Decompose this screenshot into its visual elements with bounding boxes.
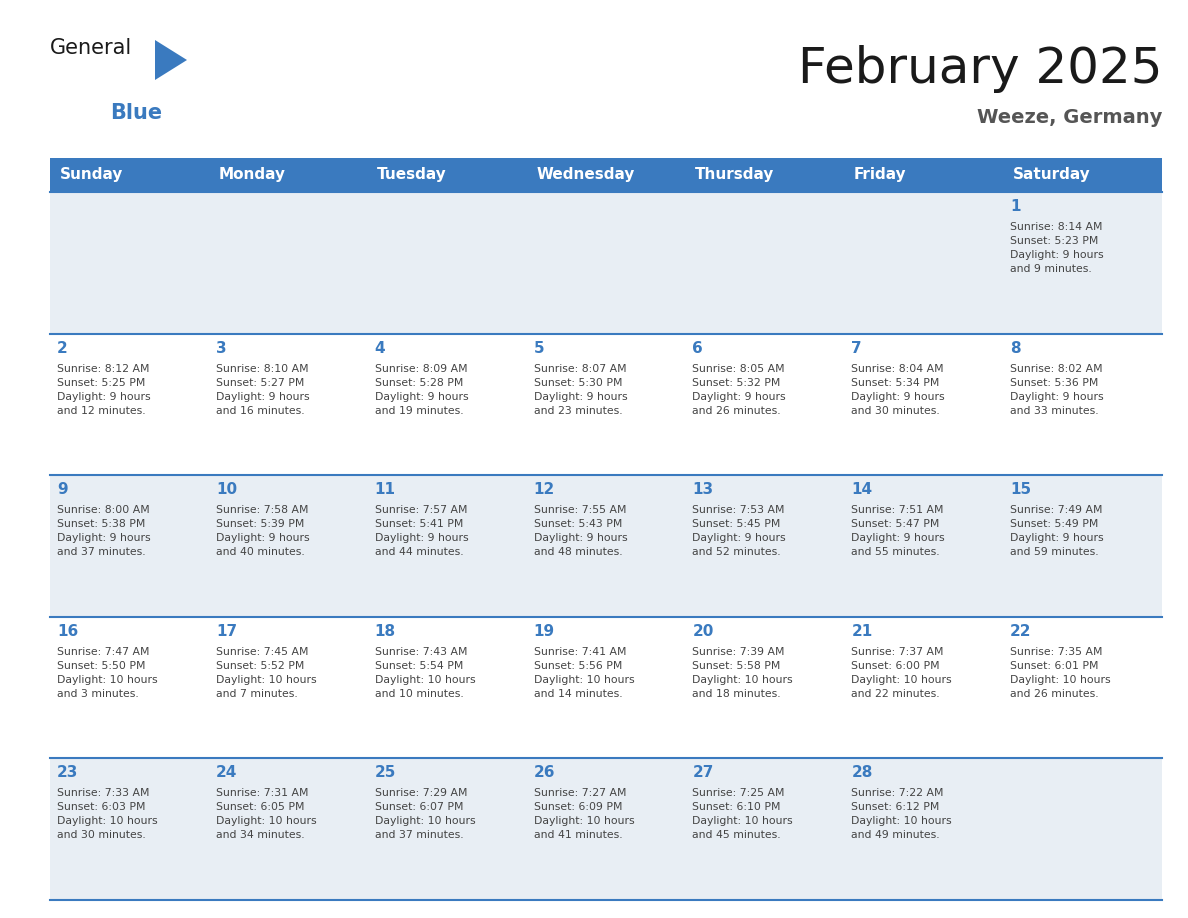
Text: Sunrise: 8:00 AM
Sunset: 5:38 PM
Daylight: 9 hours
and 37 minutes.: Sunrise: 8:00 AM Sunset: 5:38 PM Dayligh…	[57, 505, 151, 557]
Text: Sunrise: 7:43 AM
Sunset: 5:54 PM
Daylight: 10 hours
and 10 minutes.: Sunrise: 7:43 AM Sunset: 5:54 PM Dayligh…	[374, 647, 475, 699]
Text: Sunrise: 7:55 AM
Sunset: 5:43 PM
Daylight: 9 hours
and 48 minutes.: Sunrise: 7:55 AM Sunset: 5:43 PM Dayligh…	[533, 505, 627, 557]
Text: February 2025: February 2025	[797, 45, 1162, 93]
Text: 6: 6	[693, 341, 703, 355]
Bar	[50, 333, 1162, 476]
Text: 24: 24	[216, 766, 238, 780]
Text: Sunrise: 7:35 AM
Sunset: 6:01 PM
Daylight: 10 hours
and 26 minutes.: Sunrise: 7:35 AM Sunset: 6:01 PM Dayligh…	[1010, 647, 1111, 699]
Text: Sunrise: 7:39 AM
Sunset: 5:58 PM
Daylight: 10 hours
and 18 minutes.: Sunrise: 7:39 AM Sunset: 5:58 PM Dayligh…	[693, 647, 794, 699]
Bar	[50, 617, 1162, 758]
Text: 4: 4	[374, 341, 385, 355]
Text: Sunrise: 8:05 AM
Sunset: 5:32 PM
Daylight: 9 hours
and 26 minutes.: Sunrise: 8:05 AM Sunset: 5:32 PM Dayligh…	[693, 364, 786, 416]
Text: Sunrise: 7:29 AM
Sunset: 6:07 PM
Daylight: 10 hours
and 37 minutes.: Sunrise: 7:29 AM Sunset: 6:07 PM Dayligh…	[374, 789, 475, 840]
Text: Sunrise: 7:33 AM
Sunset: 6:03 PM
Daylight: 10 hours
and 30 minutes.: Sunrise: 7:33 AM Sunset: 6:03 PM Dayligh…	[57, 789, 158, 840]
Text: Sunrise: 8:12 AM
Sunset: 5:25 PM
Daylight: 9 hours
and 12 minutes.: Sunrise: 8:12 AM Sunset: 5:25 PM Dayligh…	[57, 364, 151, 416]
Text: Sunrise: 7:27 AM
Sunset: 6:09 PM
Daylight: 10 hours
and 41 minutes.: Sunrise: 7:27 AM Sunset: 6:09 PM Dayligh…	[533, 789, 634, 840]
Text: Sunrise: 8:07 AM
Sunset: 5:30 PM
Daylight: 9 hours
and 23 minutes.: Sunrise: 8:07 AM Sunset: 5:30 PM Dayligh…	[533, 364, 627, 416]
Text: Sunrise: 7:31 AM
Sunset: 6:05 PM
Daylight: 10 hours
and 34 minutes.: Sunrise: 7:31 AM Sunset: 6:05 PM Dayligh…	[216, 789, 316, 840]
Text: Wednesday: Wednesday	[536, 167, 634, 183]
Text: Tuesday: Tuesday	[378, 167, 447, 183]
Text: 10: 10	[216, 482, 236, 498]
Text: Sunrise: 7:37 AM
Sunset: 6:00 PM
Daylight: 10 hours
and 22 minutes.: Sunrise: 7:37 AM Sunset: 6:00 PM Dayligh…	[852, 647, 952, 699]
Text: 5: 5	[533, 341, 544, 355]
Text: Sunrise: 8:09 AM
Sunset: 5:28 PM
Daylight: 9 hours
and 19 minutes.: Sunrise: 8:09 AM Sunset: 5:28 PM Dayligh…	[374, 364, 468, 416]
Text: 13: 13	[693, 482, 714, 498]
Text: 18: 18	[374, 624, 396, 639]
Text: Sunrise: 8:10 AM
Sunset: 5:27 PM
Daylight: 9 hours
and 16 minutes.: Sunrise: 8:10 AM Sunset: 5:27 PM Dayligh…	[216, 364, 310, 416]
Text: Sunrise: 8:14 AM
Sunset: 5:23 PM
Daylight: 9 hours
and 9 minutes.: Sunrise: 8:14 AM Sunset: 5:23 PM Dayligh…	[1010, 222, 1104, 274]
Text: 25: 25	[374, 766, 396, 780]
Text: Thursday: Thursday	[695, 167, 775, 183]
Text: General: General	[50, 38, 132, 58]
Text: Sunrise: 7:45 AM
Sunset: 5:52 PM
Daylight: 10 hours
and 7 minutes.: Sunrise: 7:45 AM Sunset: 5:52 PM Dayligh…	[216, 647, 316, 699]
Bar	[50, 758, 1162, 900]
Text: 7: 7	[852, 341, 862, 355]
Text: Sunrise: 7:51 AM
Sunset: 5:47 PM
Daylight: 9 hours
and 55 minutes.: Sunrise: 7:51 AM Sunset: 5:47 PM Dayligh…	[852, 505, 944, 557]
Text: 27: 27	[693, 766, 714, 780]
Text: Sunrise: 7:22 AM
Sunset: 6:12 PM
Daylight: 10 hours
and 49 minutes.: Sunrise: 7:22 AM Sunset: 6:12 PM Dayligh…	[852, 789, 952, 840]
Text: Saturday: Saturday	[1012, 167, 1091, 183]
Text: Sunrise: 8:04 AM
Sunset: 5:34 PM
Daylight: 9 hours
and 30 minutes.: Sunrise: 8:04 AM Sunset: 5:34 PM Dayligh…	[852, 364, 944, 416]
Polygon shape	[154, 40, 187, 80]
Bar	[50, 158, 1162, 192]
Bar	[50, 476, 1162, 617]
Text: Sunrise: 7:58 AM
Sunset: 5:39 PM
Daylight: 9 hours
and 40 minutes.: Sunrise: 7:58 AM Sunset: 5:39 PM Dayligh…	[216, 505, 310, 557]
Text: Sunrise: 7:49 AM
Sunset: 5:49 PM
Daylight: 9 hours
and 59 minutes.: Sunrise: 7:49 AM Sunset: 5:49 PM Dayligh…	[1010, 505, 1104, 557]
Text: Blue: Blue	[110, 103, 162, 123]
Text: 15: 15	[1010, 482, 1031, 498]
Text: Sunrise: 8:02 AM
Sunset: 5:36 PM
Daylight: 9 hours
and 33 minutes.: Sunrise: 8:02 AM Sunset: 5:36 PM Dayligh…	[1010, 364, 1104, 416]
Bar	[50, 192, 1162, 333]
Text: 1: 1	[1010, 199, 1020, 214]
Text: 22: 22	[1010, 624, 1031, 639]
Text: 9: 9	[57, 482, 68, 498]
Text: Sunday: Sunday	[59, 167, 122, 183]
Text: Sunrise: 7:53 AM
Sunset: 5:45 PM
Daylight: 9 hours
and 52 minutes.: Sunrise: 7:53 AM Sunset: 5:45 PM Dayligh…	[693, 505, 786, 557]
Text: 14: 14	[852, 482, 872, 498]
Text: Sunrise: 7:47 AM
Sunset: 5:50 PM
Daylight: 10 hours
and 3 minutes.: Sunrise: 7:47 AM Sunset: 5:50 PM Dayligh…	[57, 647, 158, 699]
Text: 16: 16	[57, 624, 78, 639]
Text: 8: 8	[1010, 341, 1020, 355]
Text: Sunrise: 7:57 AM
Sunset: 5:41 PM
Daylight: 9 hours
and 44 minutes.: Sunrise: 7:57 AM Sunset: 5:41 PM Dayligh…	[374, 505, 468, 557]
Text: Friday: Friday	[854, 167, 906, 183]
Text: 19: 19	[533, 624, 555, 639]
Text: 2: 2	[57, 341, 68, 355]
Text: 17: 17	[216, 624, 236, 639]
Text: 12: 12	[533, 482, 555, 498]
Text: 11: 11	[374, 482, 396, 498]
Text: 28: 28	[852, 766, 873, 780]
Text: Weeze, Germany: Weeze, Germany	[977, 108, 1162, 127]
Text: 20: 20	[693, 624, 714, 639]
Text: 21: 21	[852, 624, 872, 639]
Text: Monday: Monday	[219, 167, 285, 183]
Text: 26: 26	[533, 766, 555, 780]
Text: Sunrise: 7:25 AM
Sunset: 6:10 PM
Daylight: 10 hours
and 45 minutes.: Sunrise: 7:25 AM Sunset: 6:10 PM Dayligh…	[693, 789, 794, 840]
Text: 3: 3	[216, 341, 227, 355]
Text: Sunrise: 7:41 AM
Sunset: 5:56 PM
Daylight: 10 hours
and 14 minutes.: Sunrise: 7:41 AM Sunset: 5:56 PM Dayligh…	[533, 647, 634, 699]
Text: 23: 23	[57, 766, 78, 780]
